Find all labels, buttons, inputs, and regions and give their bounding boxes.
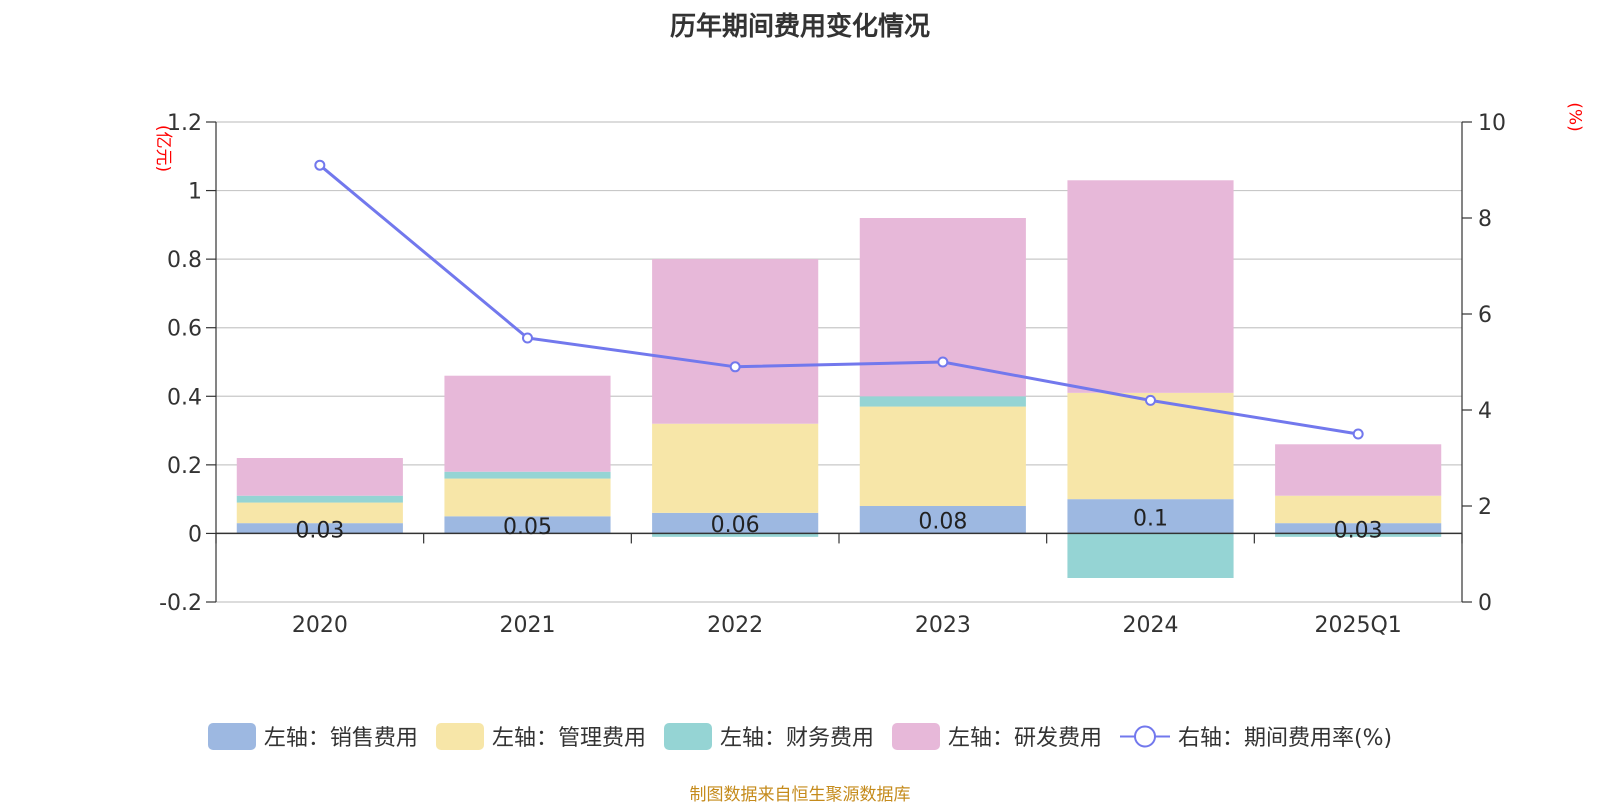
bar-finance bbox=[1067, 533, 1234, 578]
left-axis-tick-label: 1 bbox=[188, 180, 202, 205]
left-axis-tick-label: 0.8 bbox=[167, 248, 202, 273]
bar-rd bbox=[1275, 444, 1442, 496]
category-label: 2023 bbox=[915, 613, 971, 638]
legend-label-admin: 左轴：管理费用 bbox=[491, 726, 646, 751]
legend-item-admin[interactable]: 左轴：管理费用 bbox=[435, 720, 646, 752]
rate-point bbox=[1145, 394, 1156, 406]
bar-sales bbox=[1275, 523, 1442, 534]
right-axis-tick-label: 2 bbox=[1478, 495, 1492, 520]
right-axis-tick-label: 10 bbox=[1478, 111, 1506, 136]
right-axis-tick-label: 4 bbox=[1478, 399, 1492, 424]
bar-data-label: 0.1 bbox=[1133, 506, 1168, 531]
bar-sales bbox=[652, 512, 819, 534]
category-label: 2020 bbox=[292, 613, 348, 638]
bar-rd bbox=[652, 259, 819, 424]
bar-finance bbox=[652, 533, 819, 537]
right-axis-tick-label: 6 bbox=[1478, 303, 1492, 328]
legend-label-finance: 左轴：财务费用 bbox=[719, 726, 874, 751]
rate-line bbox=[318, 164, 1359, 436]
rate-point bbox=[1352, 428, 1364, 440]
category-label: 2025Q1 bbox=[1315, 613, 1402, 638]
category-label: 2022 bbox=[707, 613, 763, 638]
right-axis-tick-label: 0 bbox=[1478, 591, 1492, 616]
legend-swatch-admin bbox=[435, 722, 484, 750]
chart-title: 历年期间费用变化情况 bbox=[669, 12, 930, 42]
category-label: 2024 bbox=[1123, 613, 1179, 638]
bar-finance bbox=[1275, 533, 1442, 537]
left-axis-tick-label: 0 bbox=[188, 522, 202, 547]
legend-label-rd: 左轴：研发费用 bbox=[947, 726, 1102, 751]
bar-data-label: 0.05 bbox=[503, 515, 552, 540]
bar-rd bbox=[444, 375, 611, 472]
legend: 左轴：销售费用 左轴：管理费用 左轴：财务费用 左轴：研发费用 右轴：期间费用率… bbox=[0, 720, 1600, 752]
bar-data-label: 0.06 bbox=[711, 513, 760, 538]
legend-swatch-finance bbox=[663, 722, 712, 750]
rate-point bbox=[729, 361, 741, 373]
bar-sales bbox=[236, 523, 403, 534]
rate-point bbox=[314, 159, 326, 171]
bar-rd bbox=[859, 218, 1026, 397]
left-axis-tick-label: -0.2 bbox=[159, 591, 202, 616]
bar-finance bbox=[236, 495, 403, 503]
left-axis-tick-label: 0.6 bbox=[167, 317, 202, 342]
left-axis-tick-label: 0.2 bbox=[167, 454, 202, 479]
bar-sales bbox=[444, 516, 611, 534]
chart-plot: -0.2 0 0.2 0.4 0.6 0.8 1 1.2 0 2 4 6 8 10 0.03 0.05 0.06… bbox=[159, 111, 1506, 638]
legend-label-rate: 右轴：期间费用率(%) bbox=[1177, 726, 1393, 751]
bar-data-label: 0.03 bbox=[1334, 518, 1383, 543]
bar-data-label: 0.03 bbox=[295, 518, 344, 543]
source-note: 制图数据来自恒生聚源数据库 bbox=[689, 785, 911, 805]
bar-sales bbox=[859, 506, 1026, 534]
bar-admin bbox=[859, 406, 1026, 506]
bar-data-label: 0.08 bbox=[918, 510, 967, 535]
rate-point bbox=[522, 332, 533, 344]
legend-swatch-rate bbox=[1119, 723, 1170, 750]
rate-point bbox=[937, 356, 949, 368]
legend-item-finance[interactable]: 左轴：财务费用 bbox=[663, 720, 874, 752]
left-axis-tick-label: 0.4 bbox=[167, 385, 202, 410]
right-axis-tick-label: 8 bbox=[1478, 207, 1492, 232]
bar-admin bbox=[444, 478, 611, 517]
legend-item-sales[interactable]: 左轴：销售费用 bbox=[207, 720, 418, 752]
bar-rd bbox=[1067, 180, 1234, 393]
legend-label-sales: 左轴：销售费用 bbox=[263, 726, 418, 751]
legend-swatch-sales bbox=[207, 722, 256, 750]
bar-admin bbox=[236, 502, 403, 524]
legend-swatch-rd bbox=[891, 722, 940, 750]
legend-item-rate[interactable]: 右轴：期间费用率(%) bbox=[1119, 720, 1393, 752]
bar-admin bbox=[1275, 495, 1442, 524]
bar-sales bbox=[1067, 499, 1234, 534]
category-label: 2021 bbox=[500, 613, 556, 638]
legend-item-rd[interactable]: 左轴：研发费用 bbox=[891, 720, 1102, 752]
bar-admin bbox=[652, 423, 819, 513]
bar-finance bbox=[444, 471, 611, 479]
bar-rd bbox=[236, 458, 403, 496]
bar-finance bbox=[859, 396, 1026, 407]
left-axis-tick-label: 1.2 bbox=[167, 111, 202, 136]
